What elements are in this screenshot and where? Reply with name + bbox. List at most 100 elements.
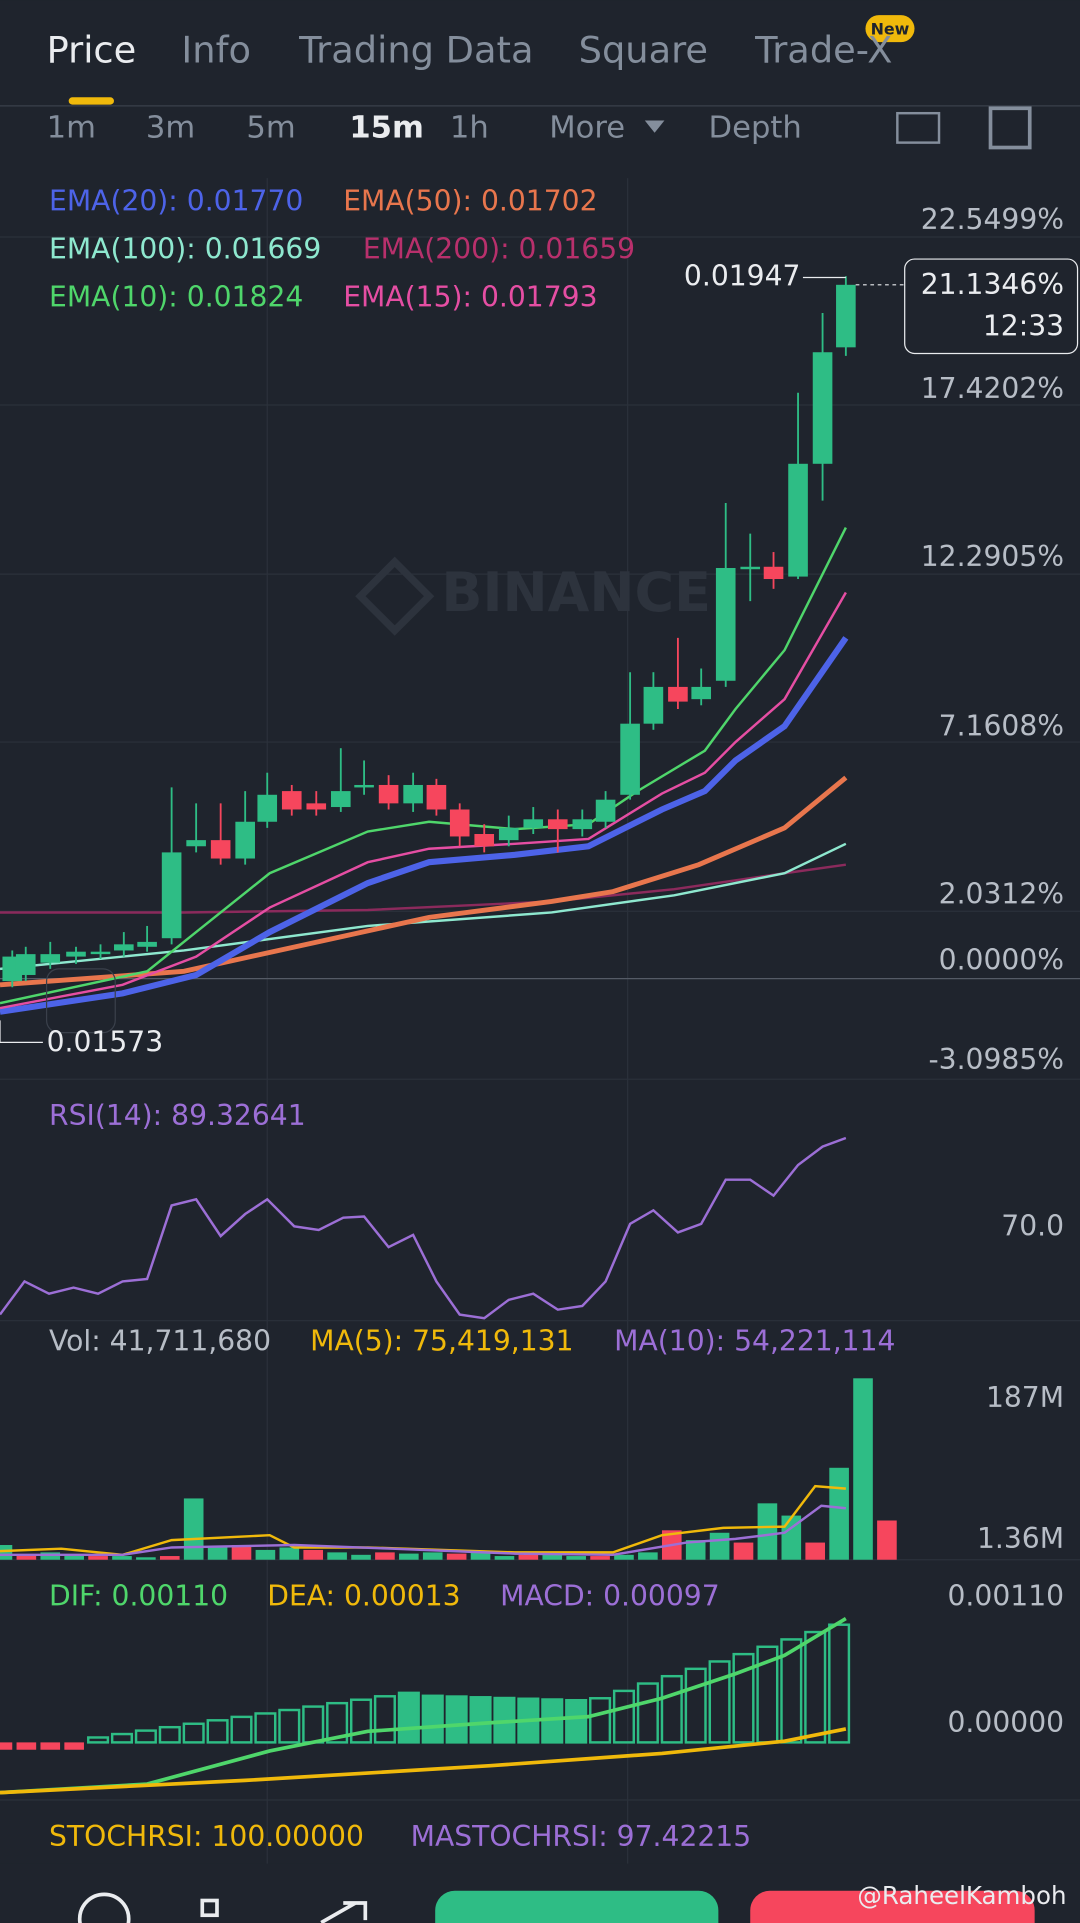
volume-bar xyxy=(709,1532,730,1560)
grid xyxy=(0,178,1080,1864)
macd-label: DIF: 0.00110 xyxy=(49,1580,228,1613)
macd-bar xyxy=(660,1674,683,1744)
volume-bar xyxy=(159,1556,180,1560)
volume-bar xyxy=(136,1557,156,1560)
volume-bar xyxy=(112,1556,132,1560)
volume-bar xyxy=(207,1547,228,1560)
candle-body xyxy=(426,784,447,810)
volume-bar xyxy=(327,1552,347,1560)
rsi-label: RSI(14): 89.32641 xyxy=(49,1099,306,1132)
volume-bar xyxy=(757,1503,778,1560)
candle-body xyxy=(763,566,784,580)
macd-bar xyxy=(230,1715,253,1744)
macd-bar xyxy=(469,1696,492,1744)
tab[interactable]: Trade-X xyxy=(754,28,892,71)
interval[interactable]: 15m xyxy=(349,111,424,146)
macd-bar xyxy=(397,1691,420,1744)
candle-body xyxy=(114,944,134,951)
volume-axis-label: 187M xyxy=(986,1381,1064,1414)
macd-axis-label: 0.00110 xyxy=(948,1580,1065,1613)
sell-button[interactable] xyxy=(750,1890,1035,1923)
candle-body xyxy=(90,951,111,955)
volume-bar xyxy=(494,1556,515,1560)
ema-label: EMA(200): 0.01659 xyxy=(363,232,635,265)
macd-bar xyxy=(278,1708,301,1744)
low-marker xyxy=(0,1020,43,1044)
macd-bar xyxy=(732,1652,755,1744)
interval[interactable]: More xyxy=(549,111,625,146)
price-axis-label: 7.1608% xyxy=(939,709,1064,742)
volume-bar xyxy=(231,1545,252,1560)
interval[interactable]: Depth xyxy=(709,111,802,146)
settings-icon[interactable] xyxy=(896,111,941,144)
interval[interactable]: 1m xyxy=(47,111,96,146)
macd-bar xyxy=(636,1682,659,1744)
candle-body xyxy=(836,284,856,348)
tab[interactable]: Price xyxy=(47,28,137,71)
more-icon[interactable] xyxy=(77,1892,131,1923)
interval[interactable]: 5m xyxy=(246,111,295,146)
stochrsi-label: MASTOCHRSI: 97.42215 xyxy=(411,1820,752,1853)
volume-bar xyxy=(375,1552,395,1560)
candle-body xyxy=(378,784,399,804)
active-tab-indicator xyxy=(68,97,115,105)
volume-bar xyxy=(566,1556,586,1560)
candle-body xyxy=(235,821,255,859)
volume-bar xyxy=(64,1554,84,1560)
candle-body xyxy=(595,799,616,822)
grid-icon[interactable] xyxy=(200,1898,219,1918)
volume-bar xyxy=(351,1554,371,1560)
candle-body xyxy=(740,566,761,570)
tab[interactable]: Square xyxy=(579,28,708,71)
volume-bar xyxy=(183,1498,204,1560)
ema-label: EMA(10): 0.01824 xyxy=(49,280,303,313)
macd-bar xyxy=(87,1736,110,1744)
macd-label: MACD: 0.00097 xyxy=(500,1580,720,1613)
layout-icon[interactable] xyxy=(988,106,1032,150)
volume-bar xyxy=(685,1540,706,1560)
macd-bar xyxy=(445,1695,468,1744)
candle-body xyxy=(257,794,278,822)
tab[interactable]: Info xyxy=(181,28,251,71)
candle-body xyxy=(66,951,86,957)
candle-body xyxy=(523,819,544,828)
volume-bar xyxy=(518,1554,539,1560)
watermark: BINANCE xyxy=(441,561,711,624)
macd-bar xyxy=(612,1689,636,1744)
low-label: 0.01573 xyxy=(47,1026,164,1059)
volume-label: MA(10): 54,221,114 xyxy=(614,1325,895,1358)
candle-body xyxy=(498,827,519,841)
current-percent: 21.1346% xyxy=(921,268,1064,301)
ema-line xyxy=(0,842,847,971)
volume-bar xyxy=(255,1549,276,1560)
ema-line xyxy=(0,636,849,1015)
current-box xyxy=(904,258,1079,355)
macd-bar xyxy=(40,1742,61,1750)
candle-body xyxy=(210,840,231,859)
volume-bar xyxy=(470,1552,491,1560)
candle-body xyxy=(403,784,423,804)
candle-body xyxy=(330,791,351,808)
buy-button[interactable] xyxy=(435,1890,719,1923)
plot xyxy=(0,258,1079,1795)
ema-line xyxy=(0,775,848,988)
price-axis-label: 17.4202% xyxy=(921,372,1064,405)
dif-line xyxy=(0,1616,847,1795)
credit: @RaheelKamboh xyxy=(857,1881,1066,1910)
volume-bar xyxy=(0,1545,13,1560)
ema-label: EMA(20): 0.01770 xyxy=(49,185,303,218)
reset-button[interactable] xyxy=(45,968,116,1034)
badge-bg xyxy=(865,15,915,43)
candle-body xyxy=(643,686,664,724)
candle-body xyxy=(281,791,302,810)
macd-label: DEA: 0.00013 xyxy=(267,1580,460,1613)
candle-body xyxy=(547,819,568,830)
trade-icon[interactable] xyxy=(320,1901,368,1923)
macd-bar xyxy=(326,1701,349,1744)
tab[interactable]: Trading Data xyxy=(298,28,533,71)
interval[interactable]: 3m xyxy=(146,111,195,146)
volume-bar xyxy=(853,1378,873,1560)
macd-bar xyxy=(373,1695,396,1744)
interval[interactable]: 1h xyxy=(450,111,489,146)
